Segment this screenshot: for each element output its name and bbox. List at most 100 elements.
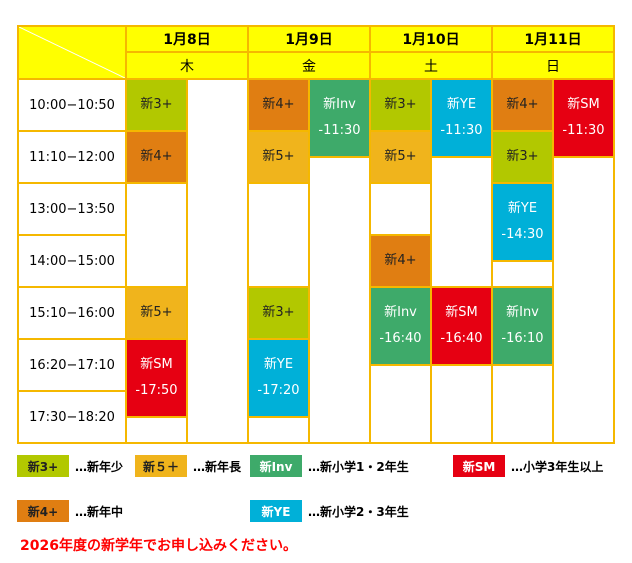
date-label: 1月11日 — [524, 32, 582, 48]
class-end-time: -11:30 — [318, 123, 361, 138]
class-name: 新Inv — [384, 305, 417, 320]
weekday-header: 木 — [125, 51, 249, 80]
legend-label: 新YE — [261, 504, 291, 519]
class-block-3[interactable]: 新3+ — [491, 130, 554, 184]
class-name: 新YE — [263, 357, 294, 372]
class-block-4[interactable]: 新4+ — [369, 234, 432, 288]
legend-swatch: 新Inv — [250, 455, 302, 477]
class-block-ye[interactable]: 新YE -14:30 — [491, 182, 554, 262]
class-name: 新Inv — [323, 97, 356, 112]
day-date-header: 1月11日 — [491, 25, 615, 53]
note: 2026年度の新学年でお申し込みください。 — [20, 538, 297, 554]
legend-swatch: 新4+ — [17, 500, 69, 522]
class-block-3[interactable]: 新3+ — [369, 78, 432, 132]
weekday-header: 金 — [247, 51, 371, 80]
class-name: 新SM — [567, 97, 600, 112]
legend-label: 新５＋ — [142, 459, 179, 474]
time-label: 16:20−17:10 — [29, 357, 115, 373]
legend-description: …新年長 — [193, 459, 242, 474]
class-block-5[interactable]: 新5+ — [247, 130, 310, 184]
class-name: 新3+ — [262, 305, 295, 320]
legend-label: 新Inv — [259, 459, 293, 474]
class-end-time: -16:40 — [379, 331, 422, 346]
class-end-time: -11:30 — [440, 123, 483, 138]
class-name: 新YE — [446, 97, 477, 112]
date-label: 1月9日 — [285, 32, 333, 48]
time-slot: 15:10−16:00 — [17, 286, 127, 340]
time-label: 10:00−10:50 — [29, 97, 115, 113]
class-name: 新5+ — [384, 149, 417, 164]
class-name: 新5+ — [262, 149, 295, 164]
legend-item: 新５＋ …新年長 — [135, 455, 241, 477]
class-end-time: -17:20 — [257, 383, 300, 398]
day-date-header: 1月8日 — [125, 25, 249, 53]
class-block-sm[interactable]: 新SM -17:50 — [125, 338, 188, 418]
class-block-sm[interactable]: 新SM -16:40 — [430, 286, 493, 366]
class-end-time: -14:30 — [501, 227, 544, 242]
time-slot: 17:30−18:20 — [17, 390, 127, 444]
time-label: 13:00−13:50 — [29, 201, 115, 217]
class-block-ye[interactable]: 新YE -11:30 — [430, 78, 493, 158]
class-block-inv[interactable]: 新Inv -11:30 — [308, 78, 371, 158]
weekday-header: 日 — [491, 51, 615, 80]
class-name: 新3+ — [506, 149, 539, 164]
legend-item: 新Inv …新小学1・2年生 — [250, 455, 409, 477]
time-label: 15:10−16:00 — [29, 305, 115, 321]
legend-description: …新小学1・2年生 — [308, 459, 409, 474]
time-slot: 11:10−12:00 — [17, 130, 127, 184]
class-name: 新YE — [507, 201, 538, 216]
weekday-label: 土 — [424, 58, 438, 75]
time-slot: 16:20−17:10 — [17, 338, 127, 392]
legend-swatch: 新3+ — [17, 455, 69, 477]
legend-swatch: 新５＋ — [135, 455, 187, 477]
time-slot: 14:00−15:00 — [17, 234, 127, 288]
class-name: 新3+ — [384, 97, 417, 112]
class-name: 新4+ — [262, 97, 295, 112]
weekday-header: 土 — [369, 51, 493, 80]
sub-column — [186, 78, 249, 444]
class-block-4[interactable]: 新4+ — [491, 78, 554, 132]
legend-item: 新4+ …新年中 — [17, 500, 123, 522]
legend-description: …新年少 — [75, 459, 124, 474]
day-date-header: 1月9日 — [247, 25, 371, 53]
legend-label: 新3+ — [27, 459, 59, 474]
class-end-time: -16:40 — [440, 331, 483, 346]
legend-item: 新SM …小学3年生以上 — [453, 455, 603, 477]
class-block-5[interactable]: 新5+ — [369, 130, 432, 184]
legend-label: 新4+ — [27, 504, 59, 519]
class-block-sm[interactable]: 新SM -11:30 — [552, 78, 615, 158]
class-block-4[interactable]: 新4+ — [247, 78, 310, 132]
legend-item: 新YE …新小学2・3年生 — [250, 500, 409, 522]
weekday-label: 日 — [546, 58, 560, 75]
legend-description: …新小学2・3年生 — [308, 504, 409, 519]
class-block-ye[interactable]: 新YE -17:20 — [247, 338, 310, 418]
class-name: 新SM — [445, 305, 478, 320]
time-label: 11:10−12:00 — [29, 149, 115, 165]
day-date-header: 1月10日 — [369, 25, 493, 53]
weekday-label: 木 — [180, 58, 194, 75]
legend-swatch: 新SM — [453, 455, 505, 477]
legend-description: …小学3年生以上 — [511, 459, 604, 474]
legend-label: 新SM — [462, 459, 496, 474]
weekday-label: 金 — [302, 58, 316, 75]
class-block-inv[interactable]: 新Inv -16:40 — [369, 286, 432, 366]
time-slot: 10:00−10:50 — [17, 78, 127, 132]
class-end-time: -16:10 — [501, 331, 544, 346]
class-name: 新4+ — [384, 253, 417, 268]
class-end-time: -11:30 — [562, 123, 605, 138]
corner-cell — [17, 25, 127, 80]
class-block-3[interactable]: 新3+ — [125, 78, 188, 132]
class-name: 新4+ — [506, 97, 539, 112]
class-end-time: -17:50 — [135, 383, 178, 398]
time-label: 14:00−15:00 — [29, 253, 115, 269]
class-name: 新Inv — [506, 305, 539, 320]
class-block-inv[interactable]: 新Inv -16:10 — [491, 286, 554, 366]
class-block-5[interactable]: 新5+ — [125, 286, 188, 340]
legend-item: 新3+ …新年少 — [17, 455, 123, 477]
class-block-3[interactable]: 新3+ — [247, 286, 310, 340]
time-slot: 13:00−13:50 — [17, 182, 127, 236]
class-name: 新SM — [140, 357, 173, 372]
date-label: 1月10日 — [402, 32, 460, 48]
class-block-4[interactable]: 新4+ — [125, 130, 188, 184]
